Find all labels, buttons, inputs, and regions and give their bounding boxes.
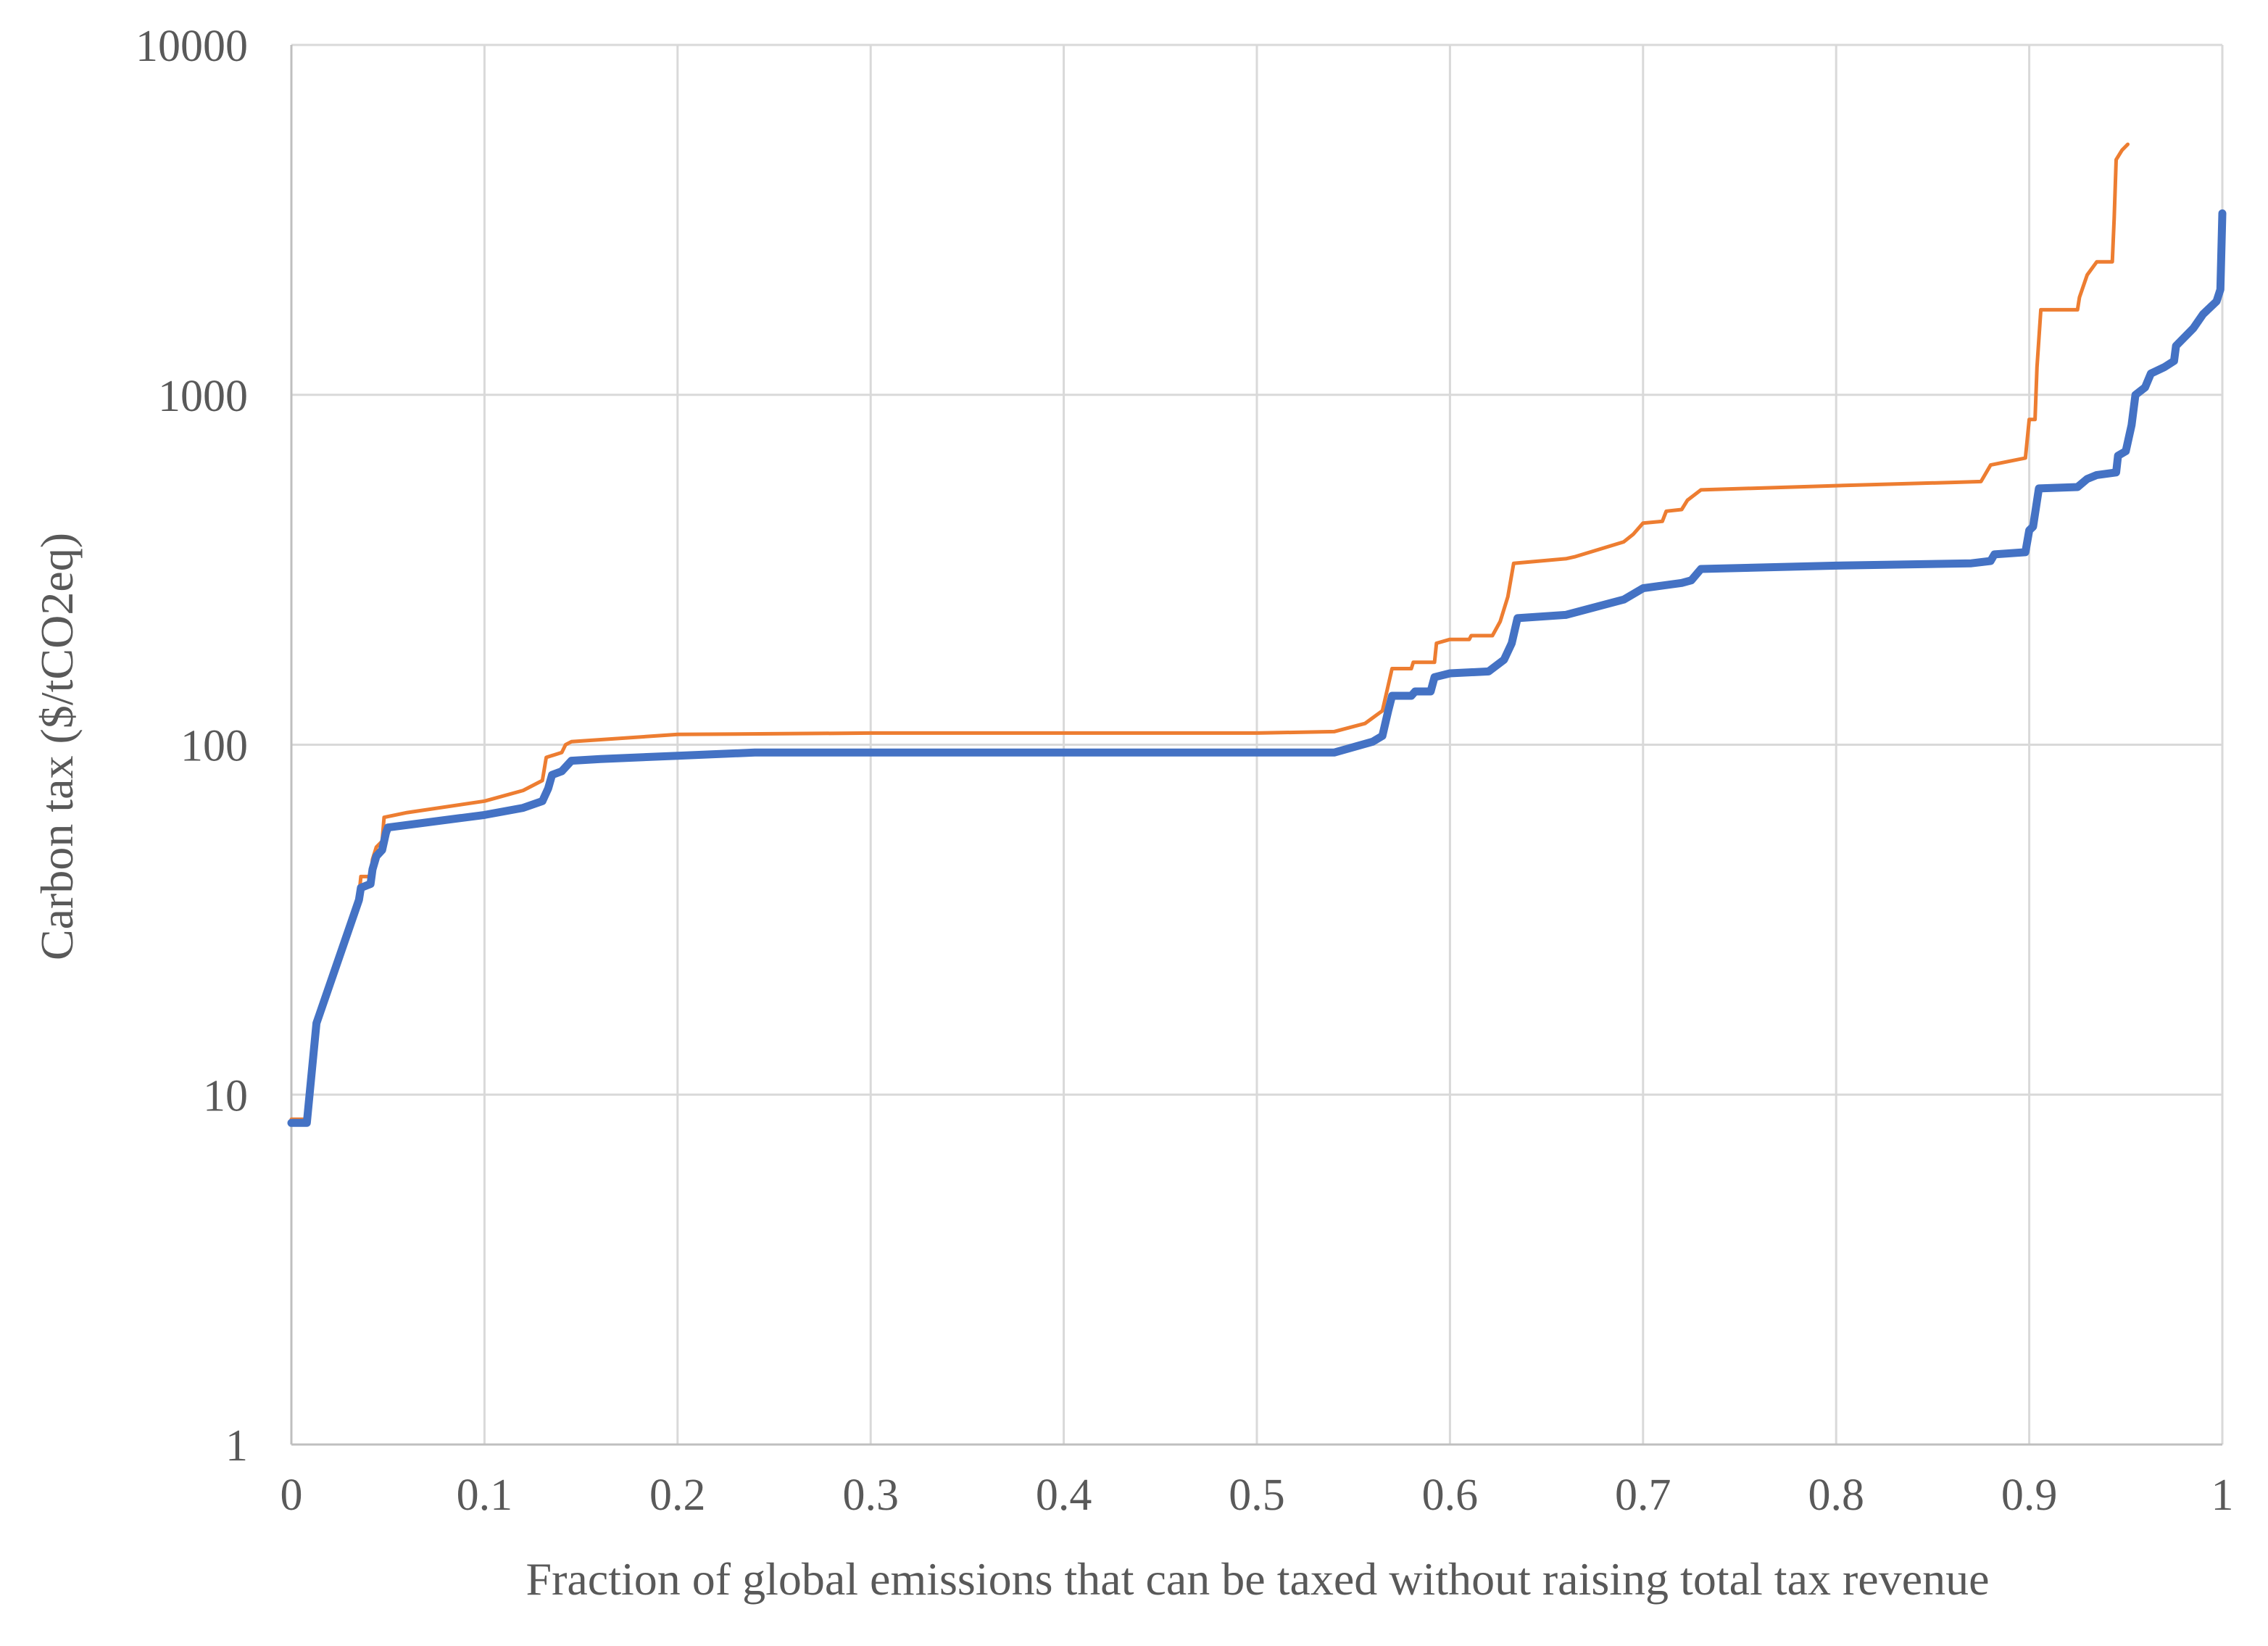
series-lines (287, 142, 2227, 1127)
x-tick-label: 0.1 (457, 1471, 513, 1520)
y-axis-title: Carbon tax ($/tCO2eq) (31, 533, 83, 960)
x-tick-label: 0.7 (1615, 1471, 1671, 1520)
x-tick-label: 0.2 (649, 1471, 706, 1520)
x-tick-label: 0 (281, 1471, 303, 1520)
x-tick-label: 0.4 (1036, 1471, 1092, 1520)
x-tick-labels: 0 0.1 0.2 0.3 0.4 0.5 0.6 0.7 0.8 0.9 1 (281, 1471, 2234, 1520)
x-tick-label: 0.8 (1808, 1471, 1864, 1520)
x-tick-label: 1 (2211, 1471, 2234, 1520)
axes (290, 45, 2222, 1446)
series-line-2 (287, 209, 2227, 1127)
y-tick-label: 10000 (136, 22, 248, 71)
x-axis-title: Fraction of global emissions that can be… (526, 1553, 1989, 1605)
y-tick-label: 100 (180, 722, 248, 771)
y-tick-label: 1000 (158, 372, 248, 421)
y-tick-labels: 1 10 100 1000 10000 (136, 22, 248, 1471)
x-tick-label: 0.3 (842, 1471, 899, 1520)
y-tick-label: 10 (203, 1071, 248, 1121)
x-tick-label: 0.9 (2001, 1471, 2058, 1520)
y-tick-label: 1 (225, 1421, 248, 1471)
x-tick-label: 0.6 (1422, 1471, 1479, 1520)
x-tick-label: 0.5 (1229, 1471, 1285, 1520)
series-line-1 (289, 142, 2130, 1121)
